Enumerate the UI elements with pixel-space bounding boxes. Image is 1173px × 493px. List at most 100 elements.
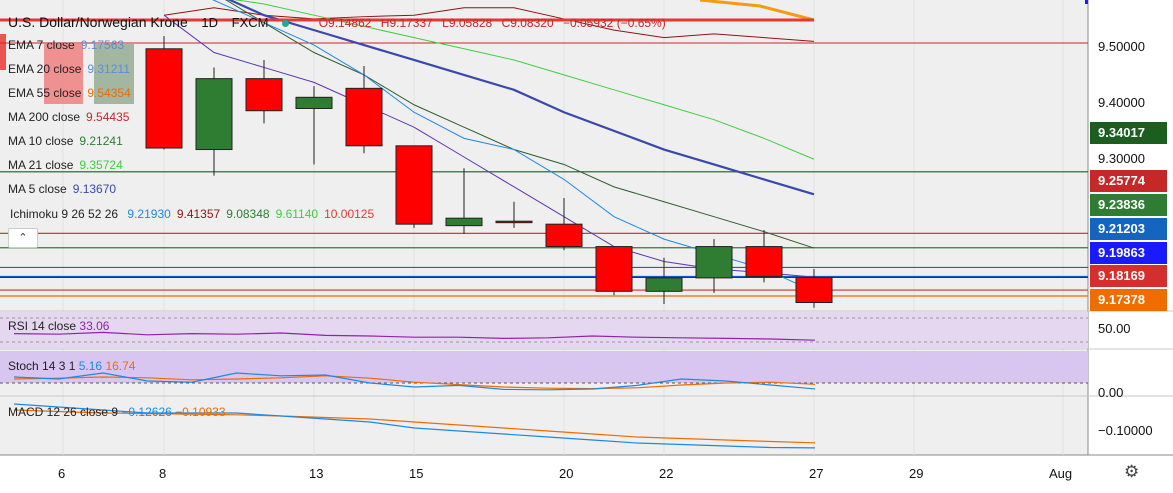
candle-body [195,78,233,151]
time-axis-label: 13 [309,466,324,481]
legend-value: 9.54435 [86,110,130,124]
source: FXCM [231,15,269,30]
time-axis-label: 27 [809,466,824,481]
price-axis-label: 9.50000 [1098,39,1145,54]
legend-label: MA 200 close [8,110,81,124]
ma10-line [225,0,815,249]
legend-value: 9.21241 [79,134,123,148]
legend-value: 9.13670 [72,182,117,196]
time-axis-label: 6 [58,466,66,481]
low-value: L9.05828 [442,16,493,30]
macd-legend[interactable]: MACD 12 26 close 9 −0.12626 −0.10933 [8,405,226,419]
legend-label: EMA 7 close [8,38,75,52]
market-status-dot-icon [282,19,290,27]
price-axis-label: 9.40000 [1098,95,1145,110]
symbol-name[interactable]: U.S. Dollar/Norwegian Krone [8,14,188,30]
legend-box [44,44,83,104]
stoch-k-value: 5.16 [78,359,103,373]
candle-body [295,96,333,109]
interval: 1D [201,15,218,30]
legend-value: 9.54354 [87,86,131,100]
rsi-value: 33.06 [79,319,110,333]
rsi-legend[interactable]: RSI 14 close 33.06 [8,319,109,333]
time-axis-label: 22 [659,466,674,481]
legend-label: MA 10 close [8,134,74,148]
candle-body [395,145,433,225]
candle-body [545,223,583,248]
stoch-band [0,351,1088,383]
legend-box [0,34,6,70]
price-tag: 9.21203 [1090,218,1167,240]
legend-label: MA 5 close [8,182,67,196]
legend-row[interactable]: EMA 7 close 9.17563 [8,38,124,52]
legend-value: 9.31211 [87,62,130,76]
ma21-line [233,0,815,160]
ichimoku-legend[interactable]: Ichimoku 9 26 52 26 9.21930 9.41357 9.0834… [10,207,374,221]
high-value: H9.17337 [380,16,433,30]
price-axis-label: 9.30000 [1098,151,1145,166]
ichimoku-value: 9.41357 [176,207,221,221]
ma200-line [163,7,815,42]
legend-row[interactable]: MA 200 close 9.54435 [8,110,129,124]
chart-header: U.S. Dollar/Norwegian Krone 1D FXCM O9.1… [8,14,672,30]
legend-row[interactable]: EMA 20 close 9.31211 [8,62,130,76]
stoch-axis-label: 0.00 [1098,385,1124,400]
ohlc-values: O9.14862 H9.17337 L9.05828 C9.08320 −0.0… [319,16,672,30]
price-tag: 9.25774 [1090,170,1167,192]
price-tag: 9.19863 [1090,242,1167,264]
candle-body [695,246,733,279]
macd-line [13,403,816,449]
macd-signal-value: −0.10933 [175,405,226,419]
ichimoku-values: 9.21930 9.41357 9.08348 9.61140 10.00125 [121,207,374,221]
time-axis-label: 20 [559,466,574,481]
open-value: O9.14862 [318,16,372,30]
time-axis-label: 29 [909,466,924,481]
legend-value: 9.17563 [80,38,125,52]
change-value: −0.05932 (−0.65%) [562,16,666,30]
legend-label: EMA 55 close [8,86,82,100]
ichimoku-value: 9.08348 [226,207,270,221]
stoch-legend[interactable]: Stoch 14 3 1 5.16 16.74 [8,359,135,373]
price-tag: 9.23836 [1090,194,1167,216]
axis-marker [1085,0,1088,4]
ichimoku-value: 10.00125 [324,207,375,221]
price-tag: 9.18169 [1090,265,1167,287]
candle-body [445,217,483,227]
macd-label: MACD 12 26 close 9 [8,405,119,419]
macd-value: −0.12626 [121,405,172,419]
candle-body [795,276,833,304]
candle-body [645,277,683,292]
legend-row[interactable]: EMA 55 close 9.54354 [8,86,131,100]
legend-label: EMA 20 close [8,62,82,76]
rsi-axis-label: 50.00 [1098,321,1131,336]
time-axis-label: Aug [1049,466,1073,481]
legend-row[interactable]: MA 10 close 9.21241 [8,134,123,148]
candle-body [495,220,533,224]
ema55-line [699,0,815,22]
macd-axis-label: −0.10000 [1098,423,1153,438]
candle-body [595,246,633,292]
stoch-d-line [13,375,816,390]
legend-value: 9.35724 [79,158,123,172]
time-axis-label: 15 [409,466,424,481]
stoch-d-value: 16.74 [105,359,136,373]
ichimoku-value: 9.61140 [275,207,319,221]
settings-gear-icon[interactable]: ⚙ [1124,462,1140,481]
collapse-legend-button[interactable]: ⌃ [8,228,38,248]
time-axis-label: 8 [159,466,167,481]
stoch-k-line [13,372,816,391]
ichimoku-value: 9.21930 [127,207,171,221]
candle-body [245,78,283,112]
stoch-label: Stoch 14 3 1 [8,359,76,373]
legend-box [94,44,134,104]
candle-body [345,87,383,147]
price-tag: 9.17378 [1090,289,1167,311]
price-tag: 9.34017 [1090,122,1167,144]
candle-body [145,48,183,149]
rsi-line [13,331,816,341]
legend-row[interactable]: MA 21 close 9.35724 [8,158,123,172]
rsi-label: RSI 14 close [8,319,77,333]
legend-label: MA 21 close [8,158,74,172]
legend-row[interactable]: MA 5 close 9.13670 [8,182,116,196]
